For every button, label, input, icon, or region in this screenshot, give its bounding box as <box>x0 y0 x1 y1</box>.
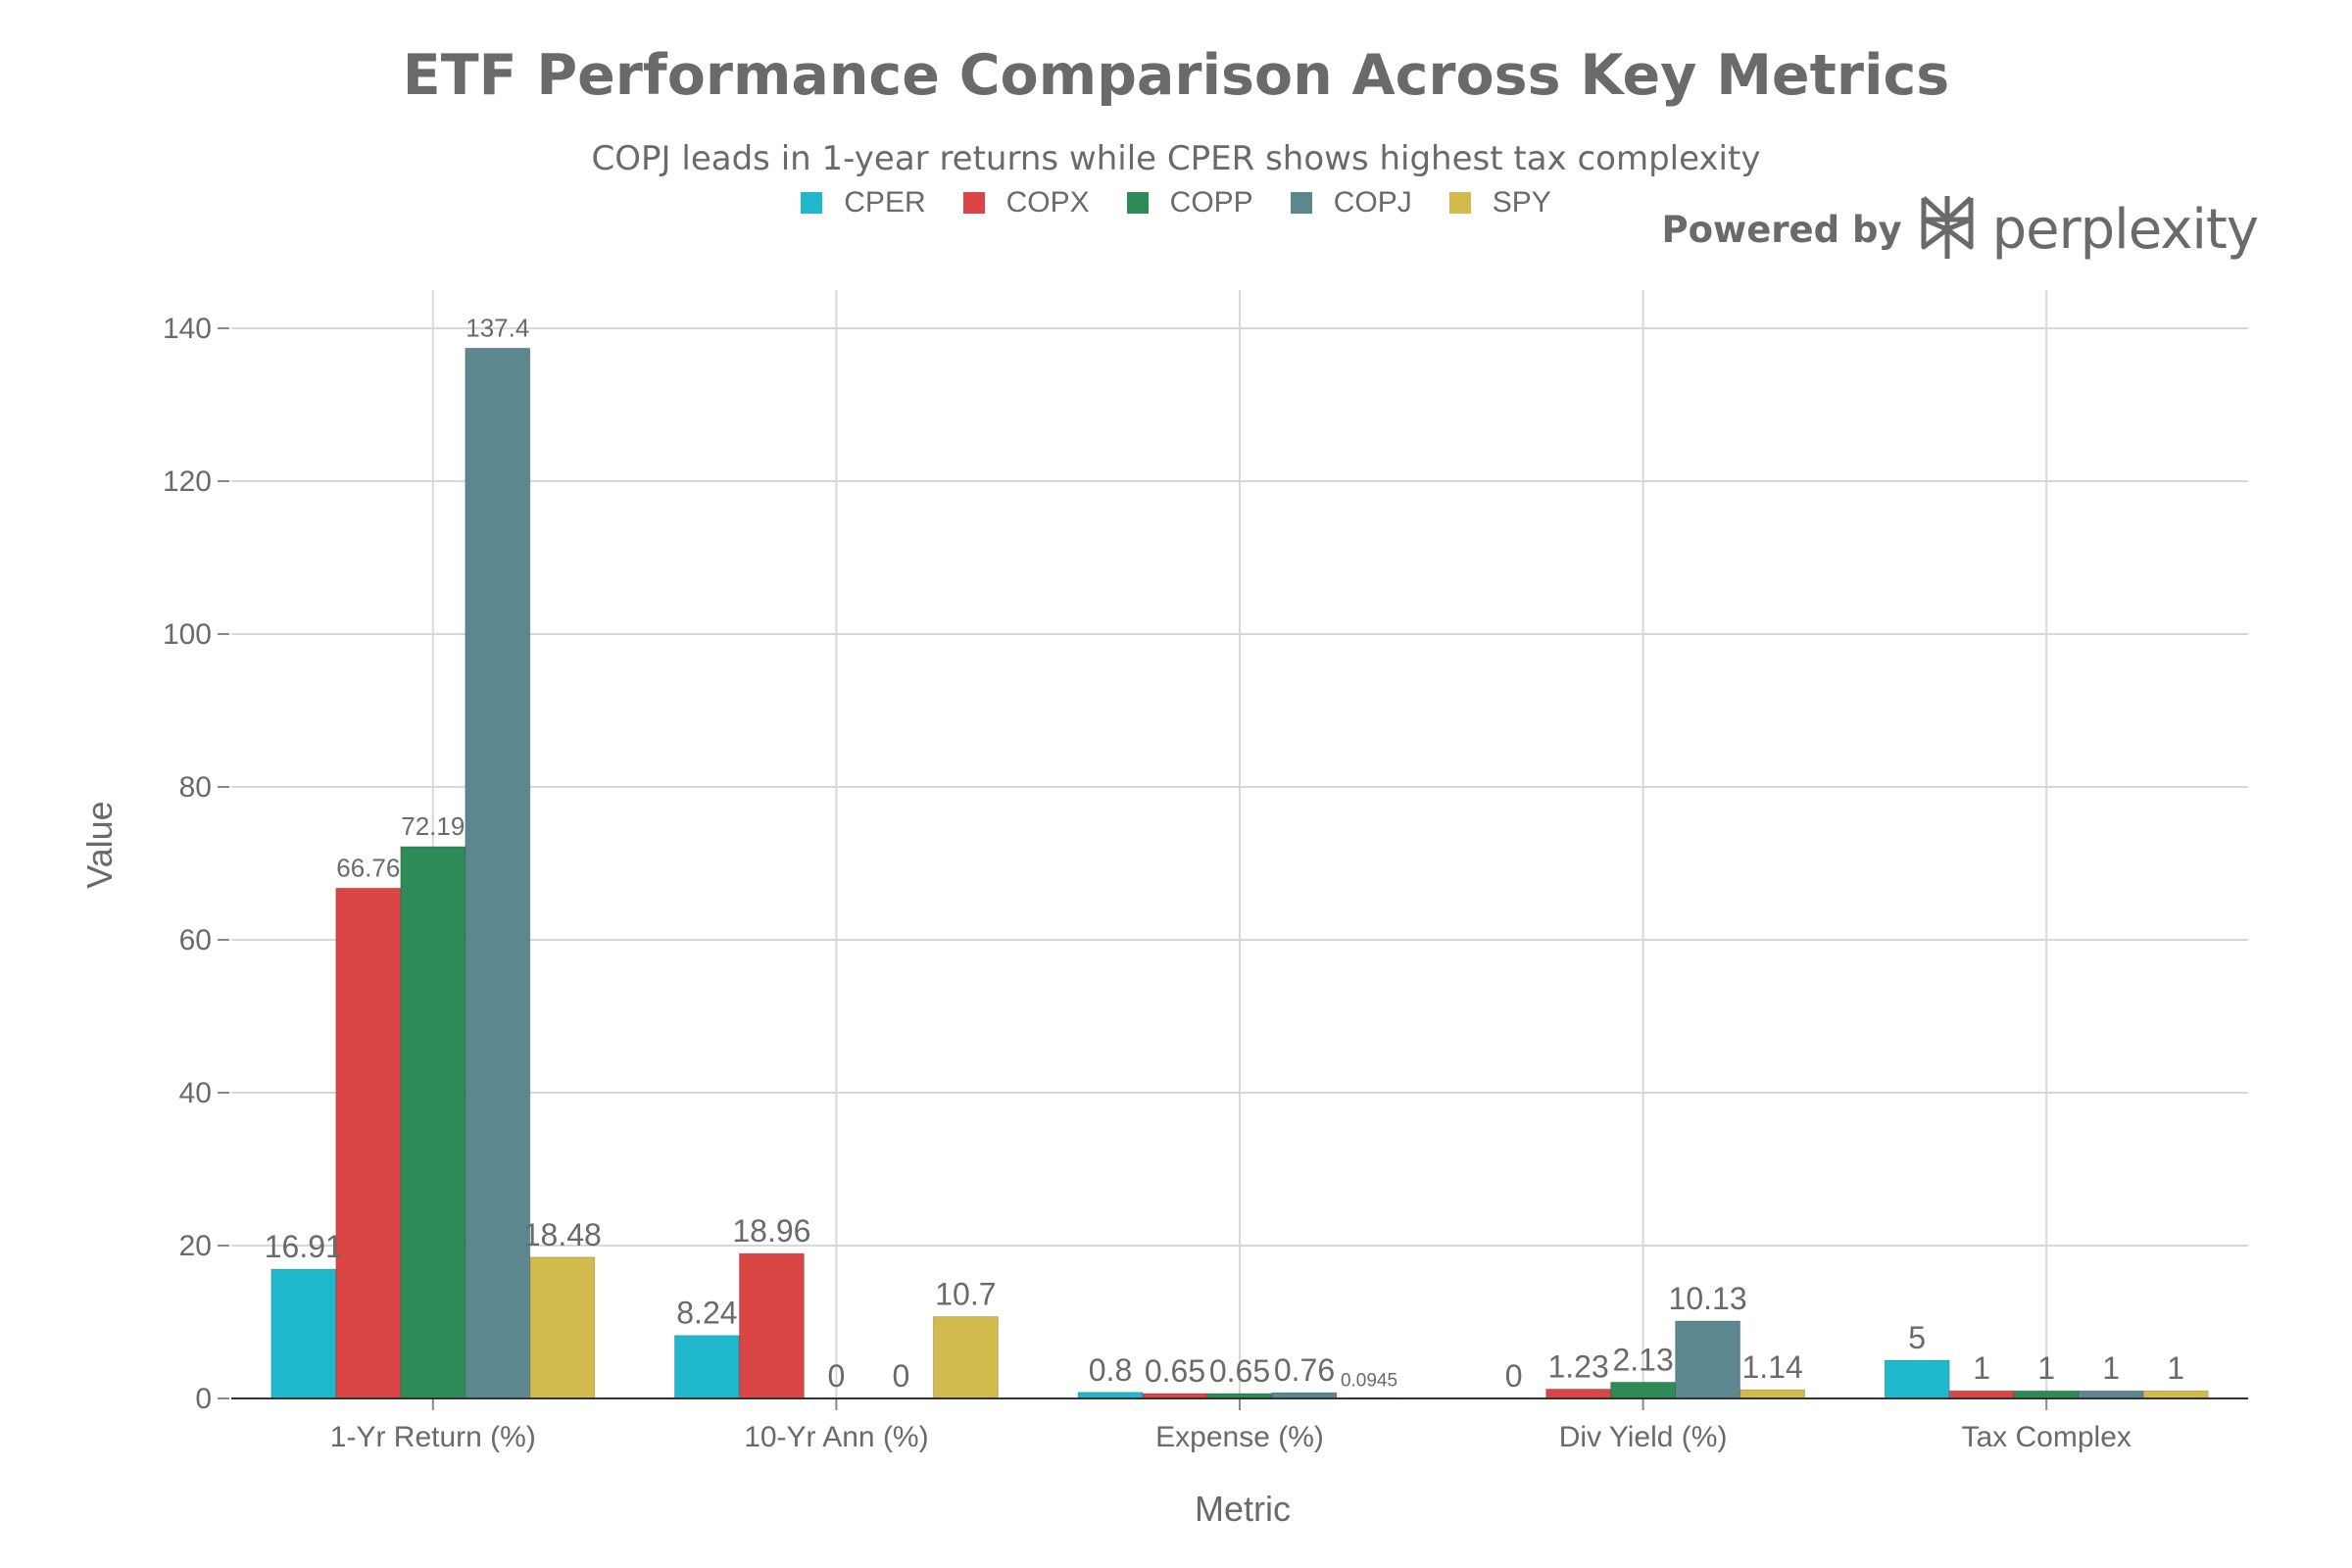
bar-copp <box>400 846 466 1399</box>
legend-label: COPP <box>1169 186 1253 219</box>
data-label: 0 <box>828 1358 846 1394</box>
legend-item-copj[interactable]: COPJ <box>1290 186 1412 220</box>
data-label: 0 <box>1505 1358 1523 1394</box>
perplexity-logo-icon <box>1916 192 1979 267</box>
bar-copj <box>2078 1390 2144 1399</box>
bar-copp <box>1610 1381 1677 1399</box>
chart-title: ETF Performance Comparison Across Key Me… <box>402 43 1950 108</box>
y-tick-label: 20 <box>179 1230 212 1262</box>
legend-item-spy[interactable]: SPY <box>1448 186 1551 220</box>
legend-item-copx[interactable]: COPX <box>962 186 1090 220</box>
bar-cper <box>1884 1359 1950 1399</box>
data-label: 18.96 <box>732 1213 810 1249</box>
data-label: 1 <box>2037 1350 2055 1386</box>
bar-spy <box>529 1256 596 1399</box>
data-label: 0.0945 <box>1341 1370 1397 1391</box>
legend-swatch <box>962 192 985 214</box>
y-axis-title: Value <box>79 801 120 888</box>
y-tick-label: 0 <box>195 1383 212 1415</box>
data-label: 2.13 <box>1612 1342 1673 1377</box>
legend: CPER COPX COPP COPJ SPY <box>0 186 2352 220</box>
powered-by-label: Powered by <box>1661 208 1902 251</box>
x-tick-label: Div Yield (%) <box>1559 1421 1728 1453</box>
bar-copp <box>2013 1390 2080 1399</box>
legend-label: COPJ <box>1333 186 1412 219</box>
bar-spy <box>932 1316 999 1399</box>
data-label: 5 <box>1908 1320 1926 1355</box>
y-tick-label: 140 <box>163 313 212 345</box>
data-label: 0.76 <box>1274 1352 1335 1388</box>
x-tick-label: Expense (%) <box>1155 1421 1324 1453</box>
data-label: 137.4 <box>466 313 529 342</box>
data-label: 1 <box>2102 1350 2120 1386</box>
data-label: 0.65 <box>1145 1353 1205 1389</box>
data-label: 10.7 <box>935 1277 996 1312</box>
data-label: 1.23 <box>1547 1348 1608 1384</box>
bar-copx <box>1545 1388 1612 1399</box>
legend-item-copp[interactable]: COPP <box>1126 186 1253 220</box>
data-label: 1 <box>2167 1350 2184 1386</box>
data-label: 0.65 <box>1209 1353 1270 1389</box>
y-tick-label: 80 <box>179 771 212 804</box>
bar-copx <box>1948 1390 2015 1399</box>
x-tick-label: 1-Yr Return (%) <box>330 1421 536 1453</box>
bar-spy <box>1740 1389 1806 1399</box>
data-label: 66.76 <box>336 853 400 882</box>
data-label: 8.24 <box>676 1296 737 1331</box>
grid <box>231 290 2248 1398</box>
y-tick-label: 120 <box>163 466 212 498</box>
legend-label: SPY <box>1492 186 1551 219</box>
bar-copj <box>465 347 531 1399</box>
data-label: 1 <box>1973 1350 1990 1386</box>
data-label: 0.8 <box>1089 1352 1132 1388</box>
legend-swatch <box>1448 192 1471 214</box>
data-label: 1.14 <box>1741 1349 1802 1385</box>
chart-subtitle: COPJ leads in 1-year returns while CPER … <box>591 139 1761 178</box>
data-label: 18.48 <box>523 1217 602 1252</box>
legend-swatch <box>1290 192 1312 214</box>
legend-swatch <box>801 192 823 214</box>
y-tick-label: 100 <box>163 618 212 651</box>
perplexity-wordmark: perplexity <box>1991 197 2259 262</box>
legend-label: COPX <box>1005 186 1090 219</box>
data-label: 0 <box>893 1358 910 1394</box>
legend-item-cper[interactable]: CPER <box>801 186 926 220</box>
legend-swatch <box>1126 192 1149 214</box>
bar-copx <box>738 1252 805 1399</box>
bar-spy <box>2142 1390 2209 1399</box>
x-axis-title: Metric <box>1195 1489 1291 1529</box>
bar-cper <box>270 1268 337 1399</box>
y-tick-label: 40 <box>179 1077 212 1109</box>
bar-copj <box>1675 1320 1741 1399</box>
data-label: 72.19 <box>401 811 465 841</box>
legend-label: CPER <box>844 186 926 219</box>
y-tick-label: 60 <box>179 924 212 956</box>
bar-copx <box>335 887 402 1399</box>
x-tick-label: Tax Complex <box>1961 1421 2131 1453</box>
powered-by-perplexity: Powered by perplexity <box>1661 192 2259 267</box>
bar-cper <box>673 1335 740 1399</box>
bars <box>270 347 2209 1399</box>
data-label: 10.13 <box>1669 1281 1747 1316</box>
x-tick-label: 10-Yr Ann (%) <box>744 1421 928 1453</box>
data-label: 16.91 <box>265 1229 343 1264</box>
